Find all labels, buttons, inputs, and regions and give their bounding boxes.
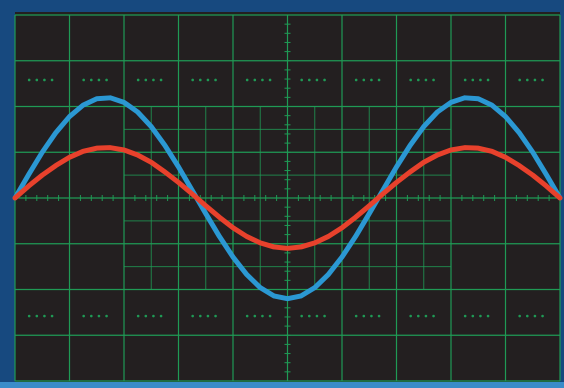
marker-dot [136,78,140,82]
marker-dot [105,314,108,318]
marker-dot [144,314,148,318]
marker-dot [27,78,31,82]
marker-dot [370,78,373,82]
frame-bottom [0,382,564,388]
marker-dot [354,78,358,82]
marker-dot [245,78,249,82]
marker-dot [518,78,521,82]
marker-dot [97,78,101,82]
marker-dot [253,78,257,82]
marker-dot [486,78,490,82]
marker-dot [268,78,272,82]
marker-dot [199,78,202,82]
marker-dot [50,314,54,318]
marker-dot [206,78,210,82]
marker-dot [518,314,521,318]
marker-dot [214,314,217,318]
marker-dot [43,314,46,318]
marker-dot [268,314,272,318]
marker-dot [463,78,467,82]
marker-dot [471,78,475,82]
marker-dot [27,314,31,318]
marker-dot [82,78,85,82]
marker-dot [526,78,529,82]
marker-dot [152,78,155,82]
marker-dot [424,78,428,82]
marker-dot [463,314,467,318]
marker-dot [35,314,39,318]
marker-dot [533,78,537,82]
marker-dot [541,314,544,318]
marker-dot [35,78,39,82]
marker-dot [432,78,435,82]
marker-dot [315,314,319,318]
marker-dot [308,78,311,82]
marker-dot [90,78,93,82]
marker-dot [323,314,326,318]
marker-dot [323,78,326,82]
marker-dot [144,78,148,82]
marker-dot [136,314,140,318]
marker-dot [417,314,420,318]
marker-dot [370,314,373,318]
waveform [12,145,563,251]
marker-dot [105,78,108,82]
marker-dot [362,314,366,318]
marker-dot [82,314,85,318]
marker-dot [206,314,210,318]
marker-dot [424,314,428,318]
marker-dot [308,314,311,318]
marker-dot [97,314,101,318]
marker-dot [315,78,319,82]
marker-dot [377,78,381,82]
marker-dot [533,314,537,318]
marker-dot [245,314,249,318]
marker-dot [300,314,303,318]
marker-dot [479,314,482,318]
marker-dot [261,314,264,318]
marker-dot [261,78,264,82]
marker-dot [417,78,420,82]
marker-dot [90,314,93,318]
waveform [12,95,563,302]
marker-dot [432,314,435,318]
marker-dot [191,314,194,318]
marker-dot [159,78,163,82]
marker-dot [541,78,544,82]
marker-dot [300,78,303,82]
marker-dot [409,314,412,318]
marker-dot [43,78,46,82]
marker-dot [471,314,475,318]
marker-dot [362,78,366,82]
marker-dot [152,314,155,318]
marker-dot [159,314,163,318]
marker-dot [486,314,490,318]
marker-dot [479,78,482,82]
marker-dot [191,78,194,82]
marker-dot [409,78,412,82]
marker-dot [50,78,54,82]
marker-dot [253,314,257,318]
marker-dot [199,314,202,318]
marker-dot [377,314,381,318]
marker-dot [354,314,358,318]
marker-dot [526,314,529,318]
marker-dot [214,78,217,82]
